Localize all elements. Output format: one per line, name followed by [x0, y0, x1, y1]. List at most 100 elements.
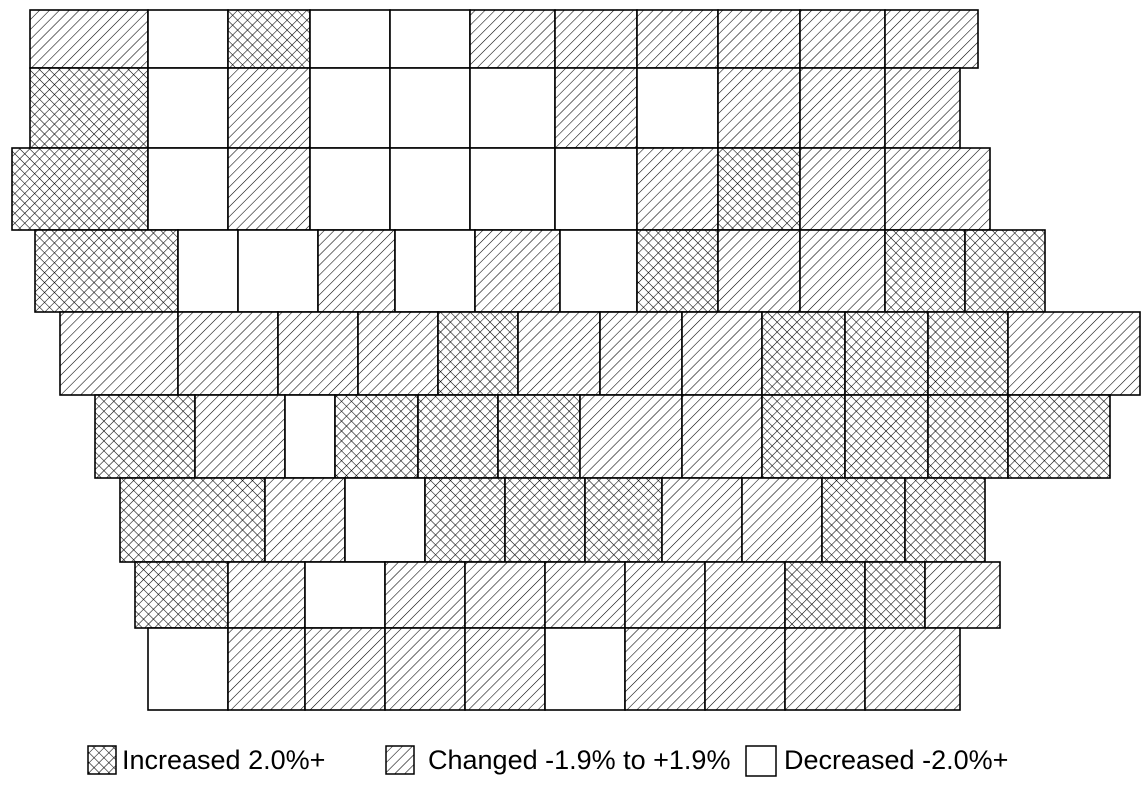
county: [177, 311, 279, 396]
county: [927, 394, 1009, 479]
county: [554, 67, 638, 149]
legend-swatch: [745, 745, 777, 777]
county: [497, 394, 581, 479]
county: [559, 229, 638, 313]
county: [884, 67, 961, 149]
county: [864, 561, 926, 629]
county: [119, 477, 266, 563]
county: [147, 67, 229, 149]
county: [884, 9, 979, 69]
county: [799, 147, 886, 231]
legend-swatch: [87, 745, 117, 775]
county: [784, 561, 866, 629]
county: [437, 311, 519, 396]
county: [237, 229, 319, 313]
county: [227, 67, 311, 149]
counties: [11, 9, 1141, 711]
county: [927, 311, 1009, 396]
county: [821, 477, 906, 563]
county: [717, 229, 801, 313]
county: [636, 67, 719, 149]
county: [636, 9, 719, 69]
county: [469, 9, 556, 69]
county: [469, 147, 556, 231]
legend-label: Decreased -2.0%+: [784, 745, 1008, 775]
county: [29, 9, 149, 69]
county: [317, 229, 396, 313]
county: [227, 147, 311, 231]
county: [544, 627, 626, 711]
county: [474, 229, 561, 313]
county: [661, 477, 743, 563]
county: [844, 394, 929, 479]
county: [227, 627, 306, 711]
county: [844, 311, 929, 396]
county: [704, 561, 786, 629]
county: [636, 229, 719, 313]
county: [264, 477, 346, 563]
county: [277, 311, 359, 396]
county: [424, 477, 506, 563]
county: [584, 477, 663, 563]
county: [624, 627, 706, 711]
county: [761, 311, 846, 396]
county: [884, 229, 966, 313]
county: [964, 229, 1046, 313]
county: [357, 311, 439, 396]
county: [761, 394, 846, 479]
county: [464, 561, 546, 629]
county: [464, 627, 546, 711]
county: [784, 627, 866, 711]
legend-label: Changed -1.9% to +1.9%: [428, 745, 730, 775]
county: [799, 67, 886, 149]
county: [309, 147, 391, 231]
legend: Increased 2.0%+ Changed -1.9% to +1.9% D…: [87, 745, 1008, 777]
county: [334, 394, 419, 479]
county: [579, 394, 683, 479]
county: [94, 394, 196, 479]
county: [799, 229, 886, 313]
county: [344, 477, 426, 563]
county: [469, 67, 556, 149]
county: [554, 147, 638, 231]
county: [884, 147, 991, 231]
county: [394, 229, 476, 313]
county: [384, 561, 466, 629]
legend-label: Increased 2.0%+: [122, 745, 325, 775]
county: [864, 627, 961, 711]
county: [624, 561, 706, 629]
county: [304, 627, 386, 711]
county: [384, 627, 466, 711]
county: [284, 394, 336, 479]
county: [389, 9, 471, 69]
county: [741, 477, 823, 563]
county: [681, 394, 763, 479]
county: [227, 9, 311, 69]
county: [554, 9, 638, 69]
county: [924, 561, 1001, 629]
county: [636, 147, 719, 231]
county: [134, 561, 229, 629]
county: [34, 229, 179, 313]
county: [704, 627, 786, 711]
county: [147, 627, 229, 711]
county: [29, 67, 149, 149]
county: [799, 9, 886, 69]
county: [717, 67, 801, 149]
legend-swatch: [385, 745, 415, 775]
county: [517, 311, 601, 396]
county: [1007, 311, 1141, 396]
county: [599, 311, 683, 396]
county: [227, 561, 306, 629]
county: [504, 477, 586, 563]
county: [309, 9, 391, 69]
county: [544, 561, 626, 629]
county: [1007, 394, 1111, 479]
county: [11, 147, 149, 231]
county: [389, 147, 471, 231]
county: [304, 561, 386, 629]
county: [177, 229, 239, 313]
county: [904, 477, 986, 563]
